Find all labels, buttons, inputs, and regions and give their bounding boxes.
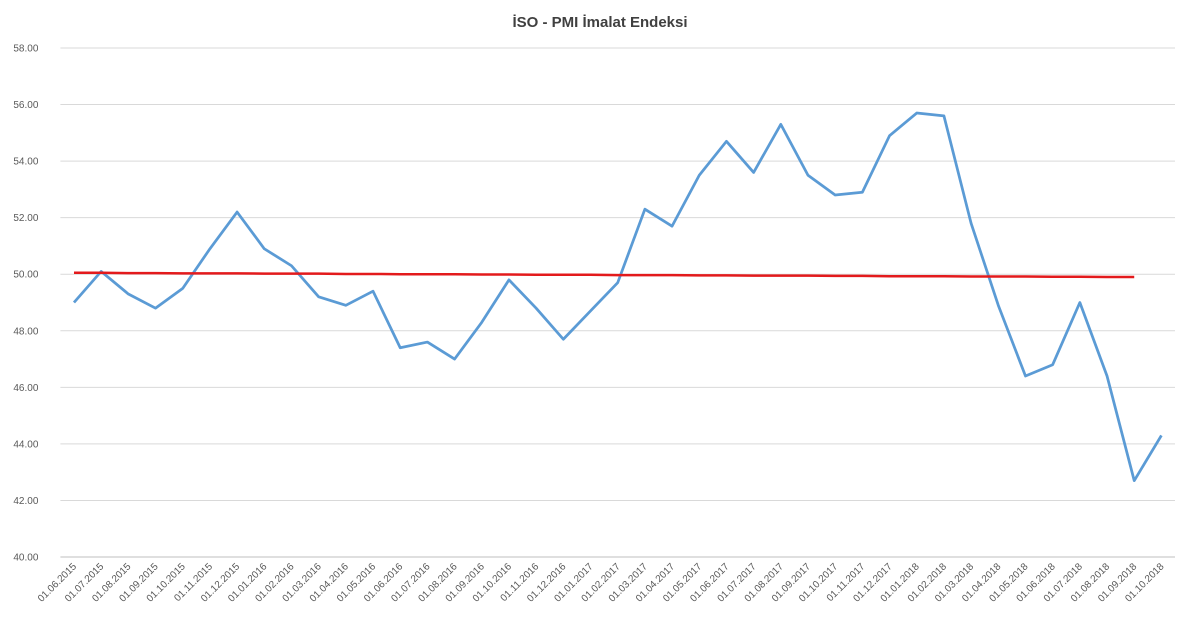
- y-tick-label: 58.00: [13, 44, 38, 55]
- y-tick-label: 54.00: [13, 157, 38, 168]
- y-tick-label: 46.00: [13, 383, 38, 394]
- y-tick-label: 50.00: [13, 270, 38, 281]
- y-tick-label: 44.00: [13, 439, 38, 450]
- y-tick-label: 40.00: [13, 553, 38, 564]
- y-tick-label: 48.00: [13, 326, 38, 337]
- y-tick-label: 52.00: [13, 213, 38, 224]
- series-line: [73, 271, 1135, 279]
- series-line: [72, 111, 1163, 483]
- chart-title: İSO - PMI İmalat Endeksi: [512, 14, 687, 31]
- y-tick-label: 56.00: [13, 100, 38, 111]
- y-tick-label: 42.00: [13, 496, 38, 507]
